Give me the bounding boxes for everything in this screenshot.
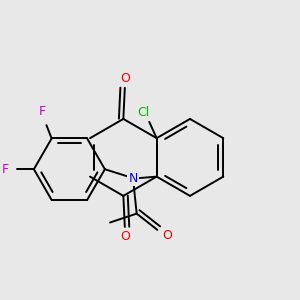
Text: O: O [120, 72, 130, 85]
Text: Cl: Cl [137, 106, 149, 119]
Text: O: O [120, 230, 130, 243]
Text: F: F [39, 105, 46, 119]
Text: O: O [162, 229, 172, 242]
Text: F: F [2, 163, 9, 176]
Text: N: N [128, 172, 138, 184]
